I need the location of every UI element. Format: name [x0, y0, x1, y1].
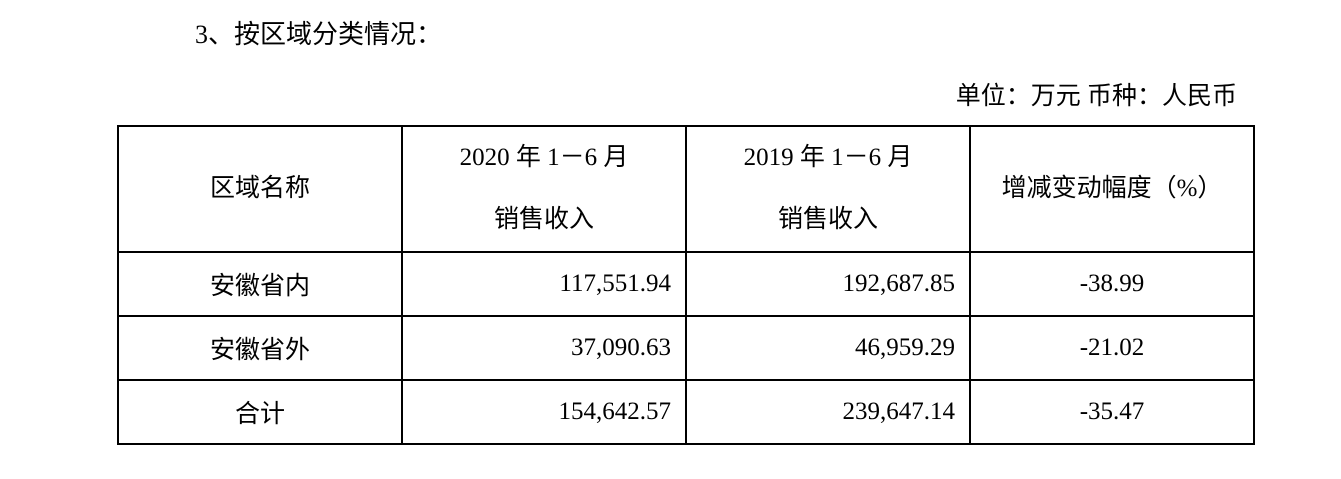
- unit-note: 单位：万元 币种：人民币: [955, 83, 1237, 110]
- data-row: 合计 154,642.57 239,647.14 -35.47: [117, 379, 1255, 445]
- value-cell: 117,551.94: [401, 251, 687, 317]
- data-row: 安徽省外 37,090.63 46,959.29 -21.02: [117, 315, 1255, 381]
- section-heading: 3、按区域分类情况：: [195, 20, 443, 49]
- header-text: 2020 年 1－6 月: [459, 144, 629, 171]
- header-cell: 区域名称: [117, 125, 403, 253]
- region-cell: 合计: [117, 379, 403, 445]
- value-cell: 154,642.57: [401, 379, 687, 445]
- header-row: 区域名称 2020 年 1－6 月销售收入 2019 年 1－6 月销售收入 增减变动…: [117, 125, 1255, 253]
- header-cell: 2020 年 1－6 月销售收入: [401, 125, 687, 253]
- header-text: 区域名称: [209, 175, 310, 202]
- header-text: 销售收入: [493, 206, 594, 233]
- value-cell: -38.99: [969, 251, 1255, 317]
- value-cell: -35.47: [969, 379, 1255, 445]
- table-body: 区域名称 2020 年 1－6 月销售收入 2019 年 1－6 月销售收入 增减变动…: [117, 125, 1255, 445]
- header-text: 增减变动幅度（%）: [1001, 175, 1223, 202]
- value-cell: 37,090.63: [401, 315, 687, 381]
- value-cell: 46,959.29: [685, 315, 971, 381]
- data-row: 安徽省内 117,551.94 192,687.85 -38.99: [117, 251, 1255, 317]
- header-cell: 增减变动幅度（%）: [969, 125, 1255, 253]
- value-cell: -21.02: [969, 315, 1255, 381]
- value-cell: 192,687.85: [685, 251, 971, 317]
- header-cell: 2019 年 1－6 月销售收入: [685, 125, 971, 253]
- region-cell: 安徽省外: [117, 315, 403, 381]
- header-text: 销售收入: [777, 206, 878, 233]
- header-text: 2019 年 1－6 月: [743, 144, 913, 171]
- region-cell: 安徽省内: [117, 251, 403, 317]
- value-cell: 239,647.14: [685, 379, 971, 445]
- region-table: 区域名称 2020 年 1－6 月销售收入 2019 年 1－6 月销售收入 增减变动…: [117, 125, 1255, 445]
